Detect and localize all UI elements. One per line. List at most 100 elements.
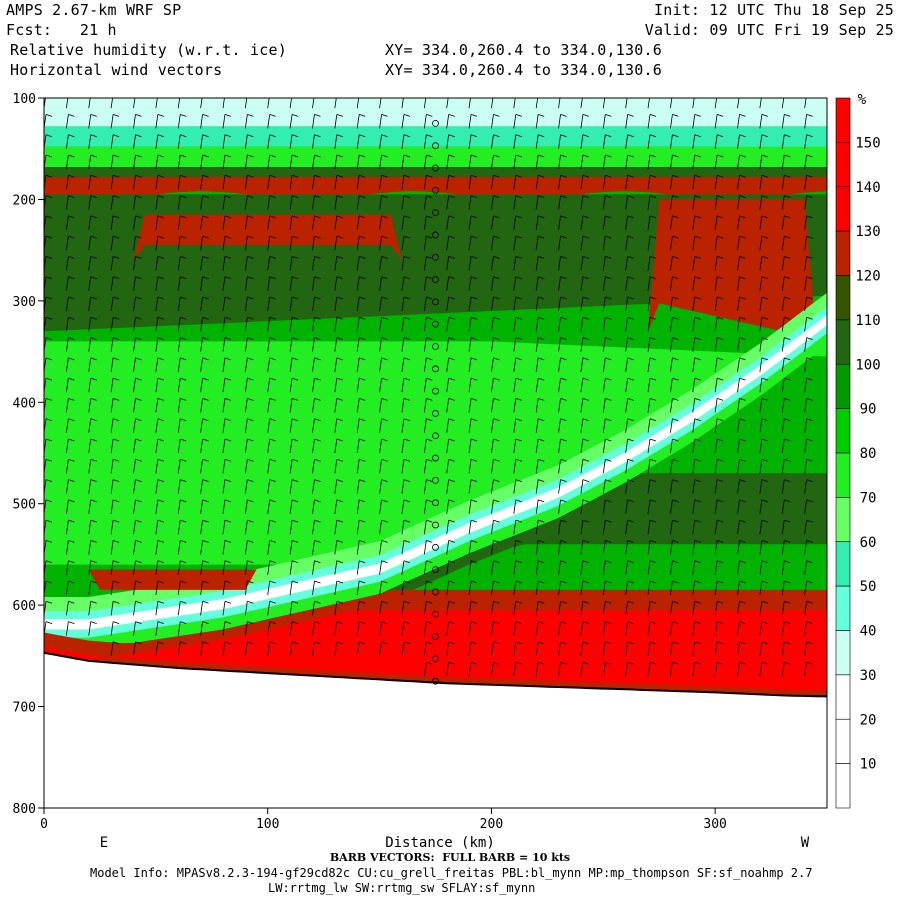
wind-barb <box>535 479 545 494</box>
wind-barb <box>177 519 187 535</box>
wind-barb <box>267 337 276 352</box>
wind-barb <box>155 215 164 230</box>
wind-barb <box>558 114 567 129</box>
wind-barb <box>110 114 120 129</box>
colorbar-level-label: 10 <box>860 757 877 773</box>
wind-barb <box>647 134 657 149</box>
wind-barb <box>759 316 769 332</box>
wind-barb <box>267 398 276 413</box>
wind-barb <box>222 438 232 454</box>
wind-barb <box>602 519 612 535</box>
wind-barb <box>379 134 388 149</box>
wind-barb <box>222 398 232 413</box>
wind-barb <box>804 296 813 312</box>
wind-barb <box>88 276 97 291</box>
wind-barb <box>625 458 634 474</box>
wind-barb <box>423 418 433 433</box>
wind-barb <box>647 195 657 210</box>
wind-barb <box>468 174 478 190</box>
colorbar-level-label: 70 <box>860 490 877 506</box>
wind-barb <box>491 458 500 474</box>
wind-barb <box>781 458 791 474</box>
wind-barb <box>88 337 97 352</box>
rh-patch-red-left <box>44 214 827 261</box>
wind-barb <box>244 458 254 474</box>
wind-barb <box>558 98 561 109</box>
wind-barb <box>379 337 388 352</box>
wind-barb <box>647 398 657 413</box>
wind-barb <box>625 398 634 413</box>
wind-barb <box>670 134 679 149</box>
wind-barb <box>356 398 366 413</box>
wind-barb <box>737 98 740 109</box>
wind-barb <box>155 398 164 413</box>
wind-barb <box>155 357 164 372</box>
wind-barb <box>558 438 567 454</box>
wind-barb <box>200 540 209 555</box>
colorbar-swatch <box>835 541 851 587</box>
wind-barb <box>401 215 411 230</box>
wind-barb <box>826 571 827 575</box>
wind-barb <box>647 621 657 636</box>
wind-barb <box>670 195 679 210</box>
wind-barb <box>670 98 673 109</box>
wind-barb <box>423 174 433 190</box>
wind-barb <box>423 560 433 575</box>
wind-barb <box>468 499 478 514</box>
wind-barb <box>289 540 299 555</box>
wind-barb <box>423 154 433 170</box>
wind-barb <box>602 600 612 616</box>
wind-barb <box>580 337 590 352</box>
wind-barb <box>289 641 299 656</box>
wind-barb <box>65 114 75 129</box>
wind-barb <box>401 256 411 271</box>
wind-barb <box>491 438 500 454</box>
wind-barb <box>88 438 97 454</box>
wind-barb <box>759 438 769 454</box>
wind-barb <box>670 519 679 535</box>
wind-barb <box>379 540 388 555</box>
wind-barb <box>334 600 343 616</box>
wind-barb <box>580 316 590 332</box>
wind-barb <box>88 600 97 616</box>
wind-barb <box>401 580 411 596</box>
wind-barb <box>826 470 827 474</box>
calm-wind-marker <box>432 253 439 261</box>
wind-barb <box>177 134 187 149</box>
wind-barb <box>177 377 187 393</box>
wind-barb <box>423 296 433 312</box>
wind-barb <box>625 519 634 535</box>
wind-barb <box>379 276 388 291</box>
wind-barb <box>155 540 164 555</box>
wind-barb <box>177 98 181 109</box>
wind-barb <box>468 458 478 474</box>
wind-barb <box>65 398 75 413</box>
wind-barb <box>401 235 411 251</box>
wind-barb <box>737 195 746 210</box>
wind-barb <box>88 296 97 312</box>
wind-barb <box>200 337 209 352</box>
wind-barb <box>535 641 545 656</box>
wind-barb <box>379 438 388 454</box>
wind-barb <box>759 560 769 575</box>
wind-barb <box>714 621 724 636</box>
wind-barb <box>177 540 187 555</box>
wind-barb <box>558 600 567 616</box>
wind-barb <box>267 276 276 291</box>
wind-barb <box>558 418 567 433</box>
wind-barb <box>804 641 813 656</box>
wind-barb <box>222 540 232 555</box>
wind-barb <box>491 134 500 149</box>
wind-barb <box>356 316 366 332</box>
wind-barb <box>289 215 299 230</box>
wind-barb <box>826 166 827 169</box>
wind-barb <box>312 377 321 393</box>
wind-barb <box>177 418 187 433</box>
wind-barb <box>401 519 411 535</box>
wind-barb <box>244 337 254 352</box>
wind-barb <box>88 377 97 393</box>
wind-barb <box>759 235 769 251</box>
wind-barb <box>513 661 522 677</box>
wind-barb <box>289 195 299 210</box>
wind-barb <box>513 479 522 494</box>
